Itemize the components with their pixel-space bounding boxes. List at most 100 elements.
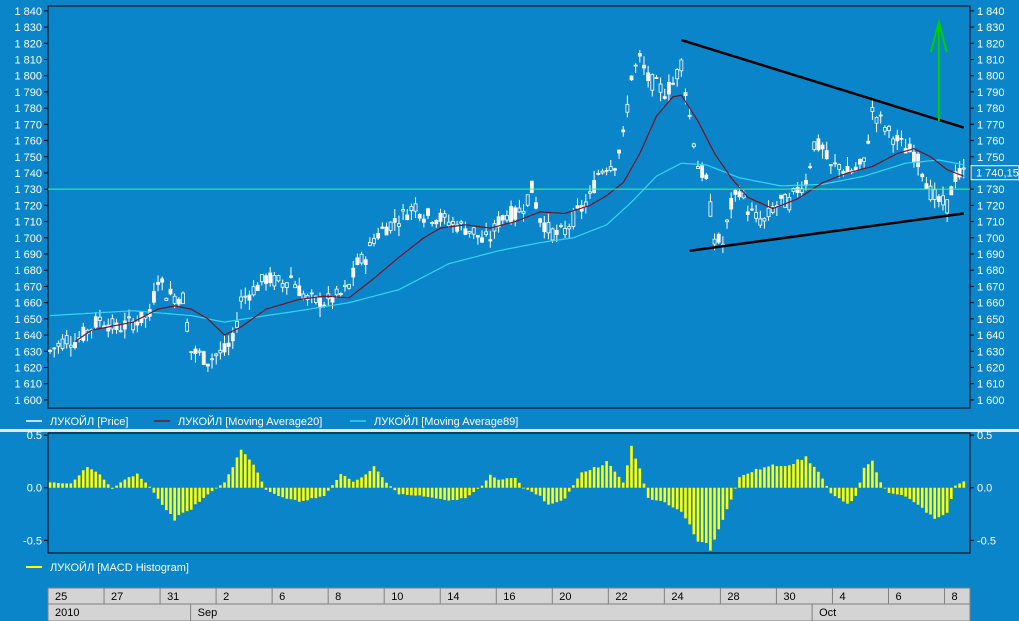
price-candle-body bbox=[384, 226, 389, 236]
price-candle-body bbox=[916, 153, 920, 168]
price-candle-body bbox=[351, 267, 356, 278]
price-candle-body bbox=[546, 222, 551, 234]
price-candle-body bbox=[816, 138, 821, 151]
date-day-label: 6 bbox=[895, 591, 901, 603]
price-candle-body bbox=[824, 150, 829, 160]
macd-histogram-bar bbox=[231, 467, 235, 488]
price-candle-body bbox=[367, 242, 372, 247]
price-y-axis-right: 1 600 1 610 1 620 1 630 1 640 1 650 1 660 1 670… bbox=[970, 6, 1005, 407]
macd-histogram-bar bbox=[792, 463, 795, 488]
price-candle-body bbox=[583, 201, 588, 207]
macd-histogram-bar bbox=[293, 487, 297, 500]
up-arrow-icon bbox=[929, 18, 948, 122]
macd-histogram-bar bbox=[268, 487, 272, 492]
macd-histogram-bar bbox=[123, 479, 127, 488]
macd-histogram-bar bbox=[464, 487, 467, 499]
macd-histogram-bar bbox=[642, 483, 646, 488]
macd-histogram-bar bbox=[505, 478, 509, 488]
macd-histogram-bar bbox=[937, 487, 941, 518]
date-day-label: 2 bbox=[223, 591, 229, 603]
macd-histogram-bar bbox=[900, 487, 903, 495]
price-candle-body bbox=[505, 215, 509, 221]
price-y-axis-left: 1 600 1 610 1 620 1 630 1 640 1 650 1 660 1 670… bbox=[14, 6, 48, 407]
macd-histogram-bar bbox=[223, 482, 226, 488]
price-candle-body bbox=[588, 191, 592, 194]
price-candle-body bbox=[122, 320, 127, 330]
price-candle-body bbox=[920, 173, 925, 178]
macd-histogram-bar bbox=[509, 478, 513, 488]
price-candle-body bbox=[932, 189, 937, 200]
price-candle-body bbox=[534, 202, 538, 209]
price-candle-body bbox=[401, 209, 405, 212]
macd-histogram-bar bbox=[430, 487, 434, 498]
price-candle-body bbox=[284, 282, 289, 289]
price-candle-body bbox=[480, 237, 484, 243]
macd-histogram-bar bbox=[360, 477, 363, 488]
price-candle-body bbox=[812, 141, 817, 150]
price-y-tick-label: 1 810 bbox=[14, 54, 42, 66]
price-candle-body bbox=[56, 342, 61, 347]
macd-histogram-bar bbox=[962, 481, 966, 488]
price-candle-body bbox=[309, 292, 314, 295]
price-candle-body bbox=[895, 134, 900, 142]
price-candle-body bbox=[604, 169, 609, 172]
price-candle-body bbox=[405, 214, 410, 221]
price-candle-body bbox=[617, 149, 621, 154]
price-candle-body bbox=[451, 220, 455, 225]
price-candle-body bbox=[160, 278, 165, 283]
date-day-label: 30 bbox=[783, 591, 795, 603]
macd-histogram-bar bbox=[551, 487, 554, 504]
macd-histogram-bar bbox=[106, 484, 110, 488]
macd-y-axis-right: 0.5 0.0 -0.5 bbox=[970, 430, 996, 547]
macd-histogram-bar bbox=[567, 487, 571, 492]
price-candle-body bbox=[592, 180, 597, 193]
macd-histogram-bar bbox=[472, 487, 475, 492]
price-candle-body bbox=[949, 186, 954, 196]
macd-y-tick-label: 0.5 bbox=[977, 430, 992, 442]
macd-histogram-bar bbox=[933, 487, 936, 519]
price-candle-body bbox=[758, 218, 763, 226]
price-candle-body bbox=[475, 234, 480, 238]
price-candle-body bbox=[363, 259, 368, 265]
price-candle-body bbox=[330, 296, 335, 303]
macd-histogram-bar bbox=[958, 483, 961, 488]
macd-histogram-bar bbox=[950, 487, 953, 500]
macd-histogram-bar bbox=[555, 487, 559, 503]
macd-histogram-bar bbox=[455, 487, 459, 500]
price-candle-body bbox=[961, 167, 966, 170]
price-candle-body bbox=[110, 318, 115, 330]
macd-histogram-bar bbox=[339, 474, 343, 488]
macd-histogram-bar bbox=[700, 487, 704, 543]
price-candle-body bbox=[98, 316, 102, 321]
macd-histogram-bar bbox=[397, 487, 401, 495]
price-y-tick-label: 1 680 bbox=[977, 265, 1005, 277]
macd-histogram-bar bbox=[73, 479, 77, 488]
price-candle-body bbox=[68, 344, 73, 348]
macd-histogram-bar bbox=[788, 465, 791, 488]
macd-histogram-bar bbox=[696, 487, 700, 542]
macd-histogram-bar bbox=[389, 486, 392, 488]
price-candle-body bbox=[521, 210, 526, 214]
price-candle-body bbox=[276, 275, 281, 282]
macd-histogram-bar bbox=[879, 482, 883, 488]
macd-histogram-bar bbox=[858, 482, 862, 488]
date-period-label: Sep bbox=[198, 607, 218, 619]
macd-histogram-bar bbox=[559, 487, 563, 501]
legend-ma20-label: ЛУКОЙЛ [Moving Average20] bbox=[178, 415, 322, 428]
macd-histogram-bar bbox=[538, 487, 542, 496]
price-candle-body bbox=[438, 212, 443, 222]
macd-histogram-bar bbox=[896, 487, 899, 495]
price-candle-body bbox=[924, 183, 929, 190]
macd-histogram-bar bbox=[534, 487, 538, 495]
price-candle-body bbox=[891, 138, 896, 145]
price-candle-body bbox=[704, 174, 709, 179]
panel-separator bbox=[0, 429, 1019, 432]
macd-histogram-bar bbox=[468, 487, 471, 496]
price-candle-body bbox=[733, 189, 738, 195]
price-y-tick-label: 1 790 bbox=[977, 87, 1005, 99]
price-candle-body bbox=[318, 297, 322, 309]
price-candle-body bbox=[52, 347, 57, 350]
price-candle-body bbox=[899, 137, 904, 140]
price-candle-body bbox=[434, 219, 439, 225]
